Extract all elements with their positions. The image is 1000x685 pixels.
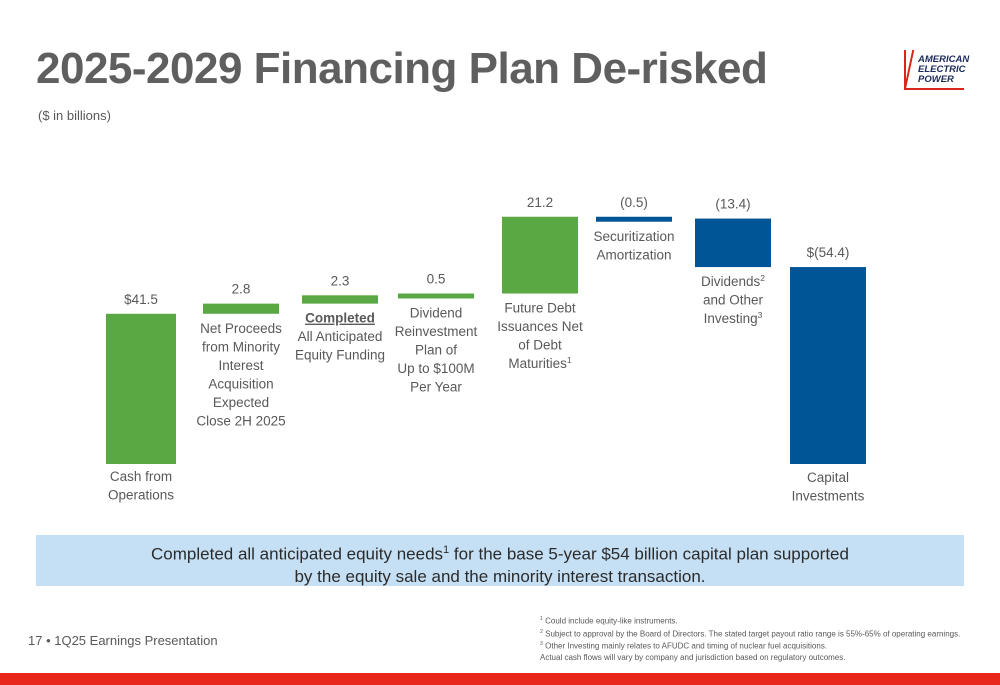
bar-2: [302, 295, 378, 304]
category-label-4-0: Future Debt: [504, 300, 576, 315]
footnote-3: 3 Other Investing mainly relates to AFUD…: [540, 639, 960, 652]
units-note: ($ in billions): [38, 108, 111, 123]
category-label-3-2: Plan of: [415, 342, 457, 357]
category-label-2-0: Completed: [305, 311, 375, 326]
category-label-6-1: and Other: [703, 293, 764, 308]
bar-4: [502, 216, 578, 294]
value-label-5: (0.5): [620, 195, 648, 210]
bar-3: [398, 293, 474, 299]
category-label-6-2: Investing3: [704, 310, 763, 326]
logo-frame: [904, 50, 964, 90]
banner-text-b: for the base 5-year $54 billion capital …: [449, 544, 849, 564]
footnote-1-mark: 1: [540, 616, 543, 622]
category-label-1-2: Interest: [218, 358, 263, 373]
category-label-5-1: Amortization: [596, 247, 671, 262]
banner-text-a: Completed all anticipated equity needs: [151, 544, 444, 564]
bar-6: [695, 218, 771, 268]
category-label-5-0: Securitization: [593, 229, 674, 244]
category-label-2-1: All Anticipated: [298, 329, 383, 344]
category-label-1-0: Net Proceeds: [200, 321, 282, 336]
aep-logo: AMERICAN ELECTRIC POWER: [903, 50, 970, 90]
footnote-1: 1 Could include equity-like instruments.: [540, 614, 960, 627]
waterfall-chart: $41.5 Cash from Operations 2.8 Net Proceeds f…: [106, 195, 866, 504]
footnote-ref-6-0: 2: [760, 273, 765, 283]
logo-line-1: AMERICAN: [918, 54, 970, 65]
footnote-4: Actual cash flows will vary by company a…: [540, 652, 960, 663]
category-label-3-3: Up to $100M: [397, 361, 474, 376]
value-label-6: (13.4): [715, 197, 750, 212]
footnote-2: 2 Subject to approval by the Board of Di…: [540, 627, 960, 640]
bar-1: [203, 303, 279, 314]
category-label-3-1: Reinvestment: [395, 324, 478, 339]
category-label-3-0: Dividend: [410, 305, 463, 320]
category-label-6-0: Dividends2: [701, 273, 765, 289]
page-title: 2025-2029 Financing Plan De-risked: [36, 44, 768, 93]
footnote-3-mark: 3: [540, 641, 543, 648]
logo-text: AMERICAN ELECTRIC POWER: [918, 55, 969, 85]
logo-line-3: POWER: [918, 74, 954, 85]
footnote-1-text: Could include equity-like instruments.: [545, 616, 678, 626]
category-label-2-2: Equity Funding: [295, 348, 385, 363]
footnote-4-text: Actual cash flows will vary by company a…: [540, 652, 846, 662]
category-label-1-5: Close 2H 2025: [196, 413, 285, 428]
bar-7: [790, 267, 866, 464]
category-label-7-1: Investments: [792, 489, 865, 504]
banner-sup: 1: [443, 544, 450, 556]
category-label-4-1: Issuances Net: [497, 319, 583, 334]
footnote-3-text: Other Investing mainly relates to AFUDC …: [545, 641, 828, 651]
value-label-7: $(54.4): [807, 245, 850, 260]
logo-line-2: ELECTRIC: [918, 64, 966, 75]
value-label-3: 0.5: [427, 271, 446, 286]
footnote-ref-4-3: 1: [567, 355, 572, 365]
banner-line-1: Completed all anticipated equity needs1 …: [36, 539, 964, 566]
page-footer: 17 • 1Q25 Earnings Presentation: [28, 633, 218, 648]
banner-line-2: by the equity sale and the minority inte…: [294, 566, 706, 586]
footnote-ref-6-2: 3: [758, 310, 763, 320]
category-label-1-3: Acquisition: [208, 376, 273, 391]
value-label-0: $41.5: [124, 292, 158, 307]
value-label-4: 21.2: [527, 195, 553, 210]
bar-5: [596, 216, 672, 222]
value-label-2: 2.3: [331, 273, 350, 288]
category-label-0-0: Cash from: [110, 469, 172, 484]
brand-bar: [0, 673, 1000, 685]
category-label-4-3: Maturities1: [508, 355, 572, 371]
footnote-2-text: Subject to approval by the Board of Dire…: [545, 629, 961, 639]
category-label-4-2: of Debt: [518, 337, 562, 352]
category-label-3-4: Per Year: [410, 379, 462, 394]
summary-banner: Completed all anticipated equity needs1 …: [36, 535, 964, 586]
footnote-2-mark: 2: [540, 628, 543, 635]
category-label-1-4: Expected: [213, 395, 269, 410]
bar-0: [106, 313, 176, 464]
category-label-1-1: from Minority: [202, 339, 280, 354]
category-label-0-1: Operations: [108, 488, 174, 503]
footnotes: 1 Could include equity-like instruments.…: [540, 614, 960, 663]
category-label-7-0: Capital: [807, 470, 849, 485]
value-label-1: 2.8: [232, 282, 251, 297]
